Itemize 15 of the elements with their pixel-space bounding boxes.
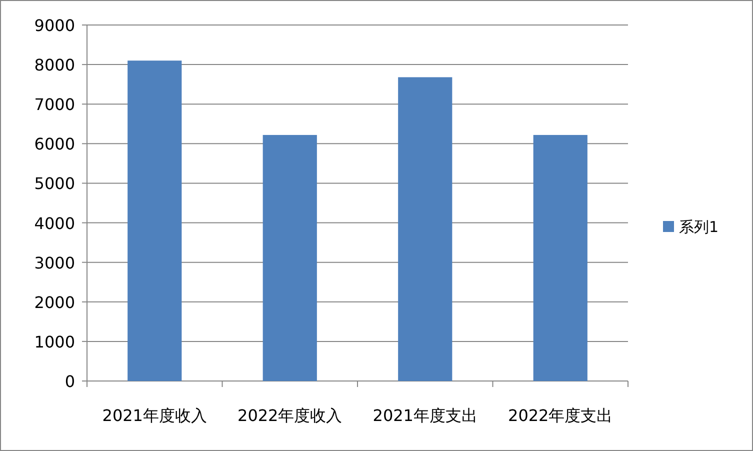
x-tick-label: 2021年度收入 bbox=[102, 406, 207, 425]
y-tick-label: 2000 bbox=[34, 292, 75, 312]
y-tick-label: 7000 bbox=[34, 95, 75, 114]
y-tick-label: 9000 bbox=[34, 16, 75, 35]
x-tick-label: 2022年度收入 bbox=[238, 406, 342, 425]
y-tick-label: 6000 bbox=[34, 134, 75, 154]
y-tick-label: 3000 bbox=[34, 253, 75, 272]
x-tick-label: 2021年度支出 bbox=[372, 406, 478, 425]
x-tick-label: 2022年度支出 bbox=[508, 406, 613, 425]
legend-label: 系列1 bbox=[679, 218, 719, 236]
y-tick-label: 4000 bbox=[34, 214, 75, 233]
y-tick-label: 1000 bbox=[34, 332, 75, 352]
y-tick-label: 5000 bbox=[34, 174, 75, 194]
y-tick-label: 8000 bbox=[34, 56, 75, 75]
y-tick-label: 0 bbox=[64, 372, 75, 391]
